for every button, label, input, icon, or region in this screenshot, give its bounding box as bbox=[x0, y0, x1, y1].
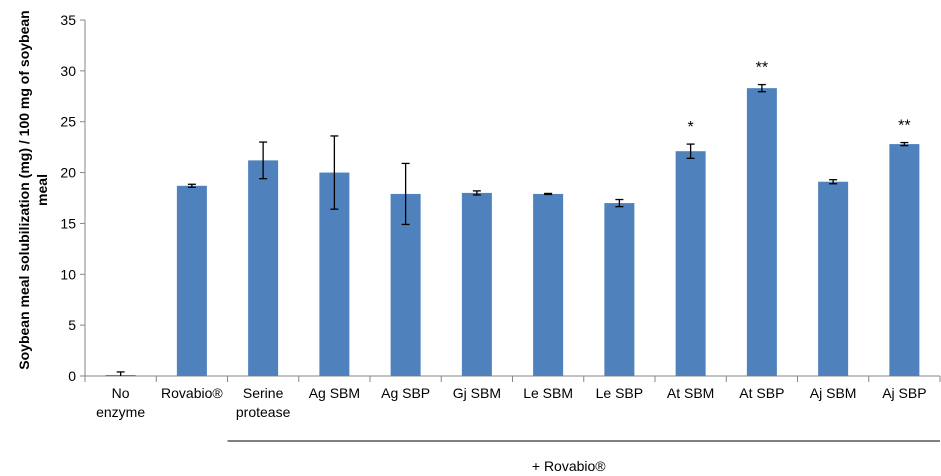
y-axis-title-line: Soybean meal solubilization (mg) / 100 m… bbox=[16, 10, 32, 369]
bar bbox=[818, 181, 849, 376]
x-tick-label-line: At SBP bbox=[739, 385, 784, 401]
x-tick-label: Serine protease bbox=[236, 385, 291, 420]
x-tick-label: At SBP bbox=[739, 385, 784, 401]
y-tick-label: 25 bbox=[60, 114, 76, 130]
bar bbox=[533, 193, 564, 376]
bar bbox=[176, 185, 207, 376]
x-tick-label: Aj SBP bbox=[882, 385, 926, 401]
y-tick-label: 15 bbox=[60, 215, 76, 231]
x-tick-label: Le SBP bbox=[596, 385, 643, 401]
bar bbox=[675, 151, 706, 376]
x-tick-label-line: Ag SBP bbox=[381, 385, 430, 401]
x-tick-label-line: At SBM bbox=[667, 385, 714, 401]
y-axis-title: Soybean meal solubilization (mg) / 100 m… bbox=[16, 10, 50, 369]
y-tick-label: 5 bbox=[68, 317, 76, 333]
x-tick-label-line: Le SBP bbox=[596, 385, 643, 401]
x-tick-label: Ag SBP bbox=[381, 385, 430, 401]
significance-annotations: ***** bbox=[688, 60, 911, 137]
x-tick-label: At SBM bbox=[667, 385, 714, 401]
y-axis: 0 5 10 15 20 25 30 35 bbox=[60, 12, 86, 384]
x-tick-label: Gj SBM bbox=[453, 385, 501, 401]
x-tick-label: Ag SBM bbox=[309, 385, 360, 401]
bars bbox=[105, 88, 920, 377]
significance-marker: ** bbox=[756, 60, 768, 77]
bar bbox=[461, 192, 492, 376]
x-tick-label-line: Gj SBM bbox=[453, 385, 501, 401]
y-tick-label: 35 bbox=[60, 12, 76, 28]
significance-marker: ** bbox=[898, 118, 910, 135]
x-tick-label: Rovabio® bbox=[161, 385, 223, 401]
x-tick-label-line: Ag SBM bbox=[309, 385, 360, 401]
y-tick-label: 10 bbox=[60, 266, 76, 282]
x-tick-label: No enzyme bbox=[96, 385, 145, 420]
y-tick-label: 0 bbox=[68, 368, 76, 384]
x-tick-label-line: Serine bbox=[243, 385, 284, 401]
x-tick-label: Le SBM bbox=[523, 385, 573, 401]
x-tick-label-line: Rovabio® bbox=[161, 385, 223, 401]
x-tick-label-line: Aj SBM bbox=[810, 385, 857, 401]
x-tick-label-line: enzyme bbox=[96, 404, 145, 420]
group-bracket: + Rovabio® bbox=[227, 440, 940, 474]
x-tick-label: Aj SBM bbox=[810, 385, 857, 401]
x-tick-label-line: Le SBM bbox=[523, 385, 573, 401]
y-tick-label: 30 bbox=[60, 63, 76, 79]
x-tick-label-line: No bbox=[112, 385, 130, 401]
bar bbox=[889, 144, 920, 376]
y-axis-title-line: meal bbox=[34, 174, 50, 206]
bar bbox=[248, 160, 279, 376]
error-bars bbox=[116, 83, 909, 376]
y-tick-label: 20 bbox=[60, 165, 76, 181]
bar bbox=[746, 88, 777, 377]
x-tick-label-line: protease bbox=[236, 404, 291, 420]
group-label: + Rovabio® bbox=[532, 458, 606, 474]
x-tick-label-line: Aj SBP bbox=[882, 385, 926, 401]
significance-marker: * bbox=[688, 119, 694, 136]
x-axis: No enzyme Rovabio® Serine protease Ag SBM Ag S… bbox=[84, 375, 941, 420]
bar bbox=[604, 203, 635, 376]
